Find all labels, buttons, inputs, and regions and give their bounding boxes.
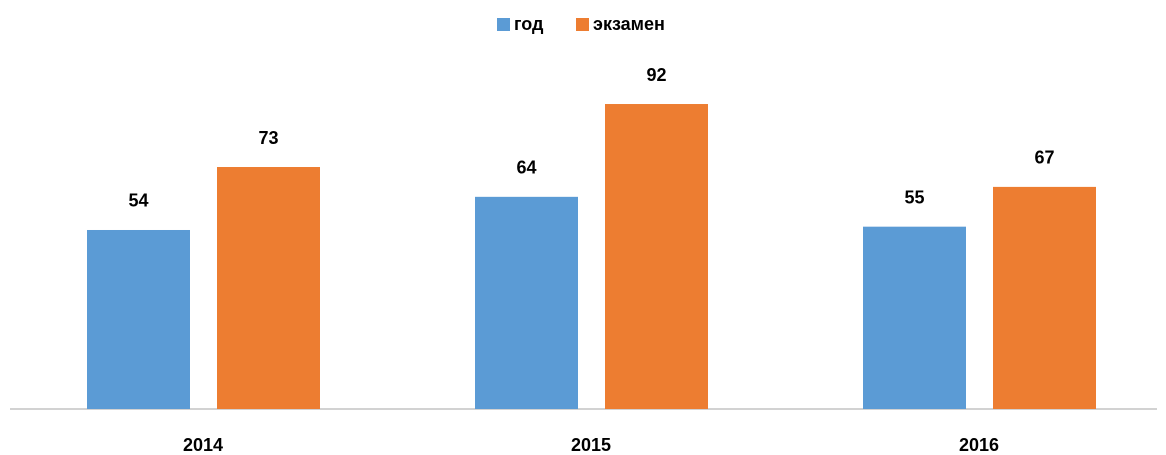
legend-swatch <box>576 18 589 31</box>
legend-label: год <box>514 14 544 34</box>
data-label: 55 <box>904 187 924 207</box>
bar <box>87 229 190 409</box>
legend-swatch <box>497 18 510 31</box>
data-label: 64 <box>516 158 536 178</box>
data-label: 54 <box>128 191 148 211</box>
x-tick-label: 2016 <box>959 435 999 455</box>
legend-label: экзамен <box>593 14 665 34</box>
bar <box>863 226 966 409</box>
bar <box>217 167 320 409</box>
data-label: 92 <box>646 65 666 85</box>
data-label: 73 <box>258 128 278 148</box>
bar <box>993 186 1096 409</box>
data-label: 67 <box>1034 148 1054 168</box>
x-tick-label: 2015 <box>571 435 611 455</box>
bar <box>475 196 578 409</box>
x-tick-label: 2014 <box>183 435 223 455</box>
bar <box>605 104 708 410</box>
